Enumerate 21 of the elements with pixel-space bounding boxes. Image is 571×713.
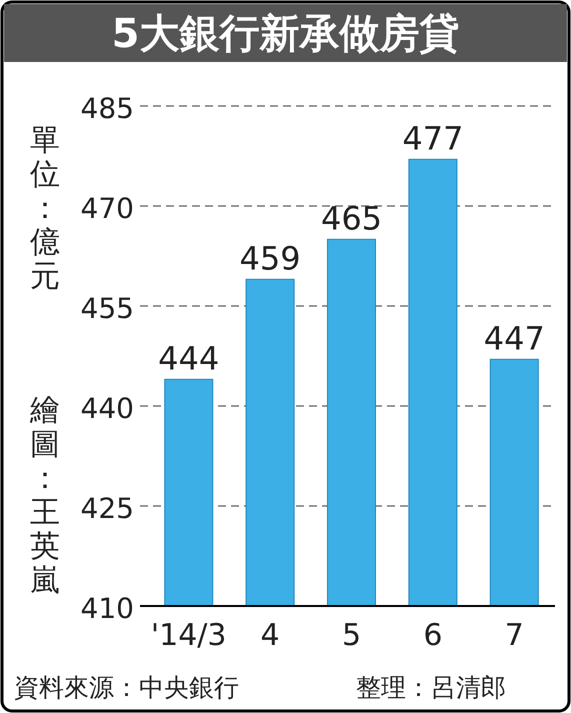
text: 繪圖：王英嵐 [29, 393, 60, 598]
x-tick-label: 4 [260, 618, 280, 653]
y-tick-label: 485 [80, 92, 134, 125]
x-tick-label: 5 [342, 618, 362, 653]
data-label: 447 [484, 319, 545, 358]
y-tick-label: 470 [80, 192, 134, 225]
data-label: 444 [158, 339, 220, 378]
data-label: 477 [402, 119, 464, 158]
x-tick-label: '14/3 [150, 618, 227, 653]
y-axis-title: 單位：億元 [30, 123, 60, 294]
x-tick-label: 6 [423, 618, 442, 653]
y-tick-label: 425 [80, 492, 134, 525]
y-tick-label: 440 [80, 392, 134, 425]
data-label: 465 [320, 199, 382, 238]
chart-title: 5大銀行新承做房貸 [112, 11, 460, 57]
data-label: 459 [240, 239, 301, 278]
text: 整理：呂清郎 [356, 673, 506, 702]
y-tick-label: 410 [80, 592, 134, 625]
y-tick-label: 455 [80, 292, 134, 325]
x-tick-label: 7 [504, 618, 524, 653]
source-note: 資料來源：中央銀行 [14, 673, 239, 702]
